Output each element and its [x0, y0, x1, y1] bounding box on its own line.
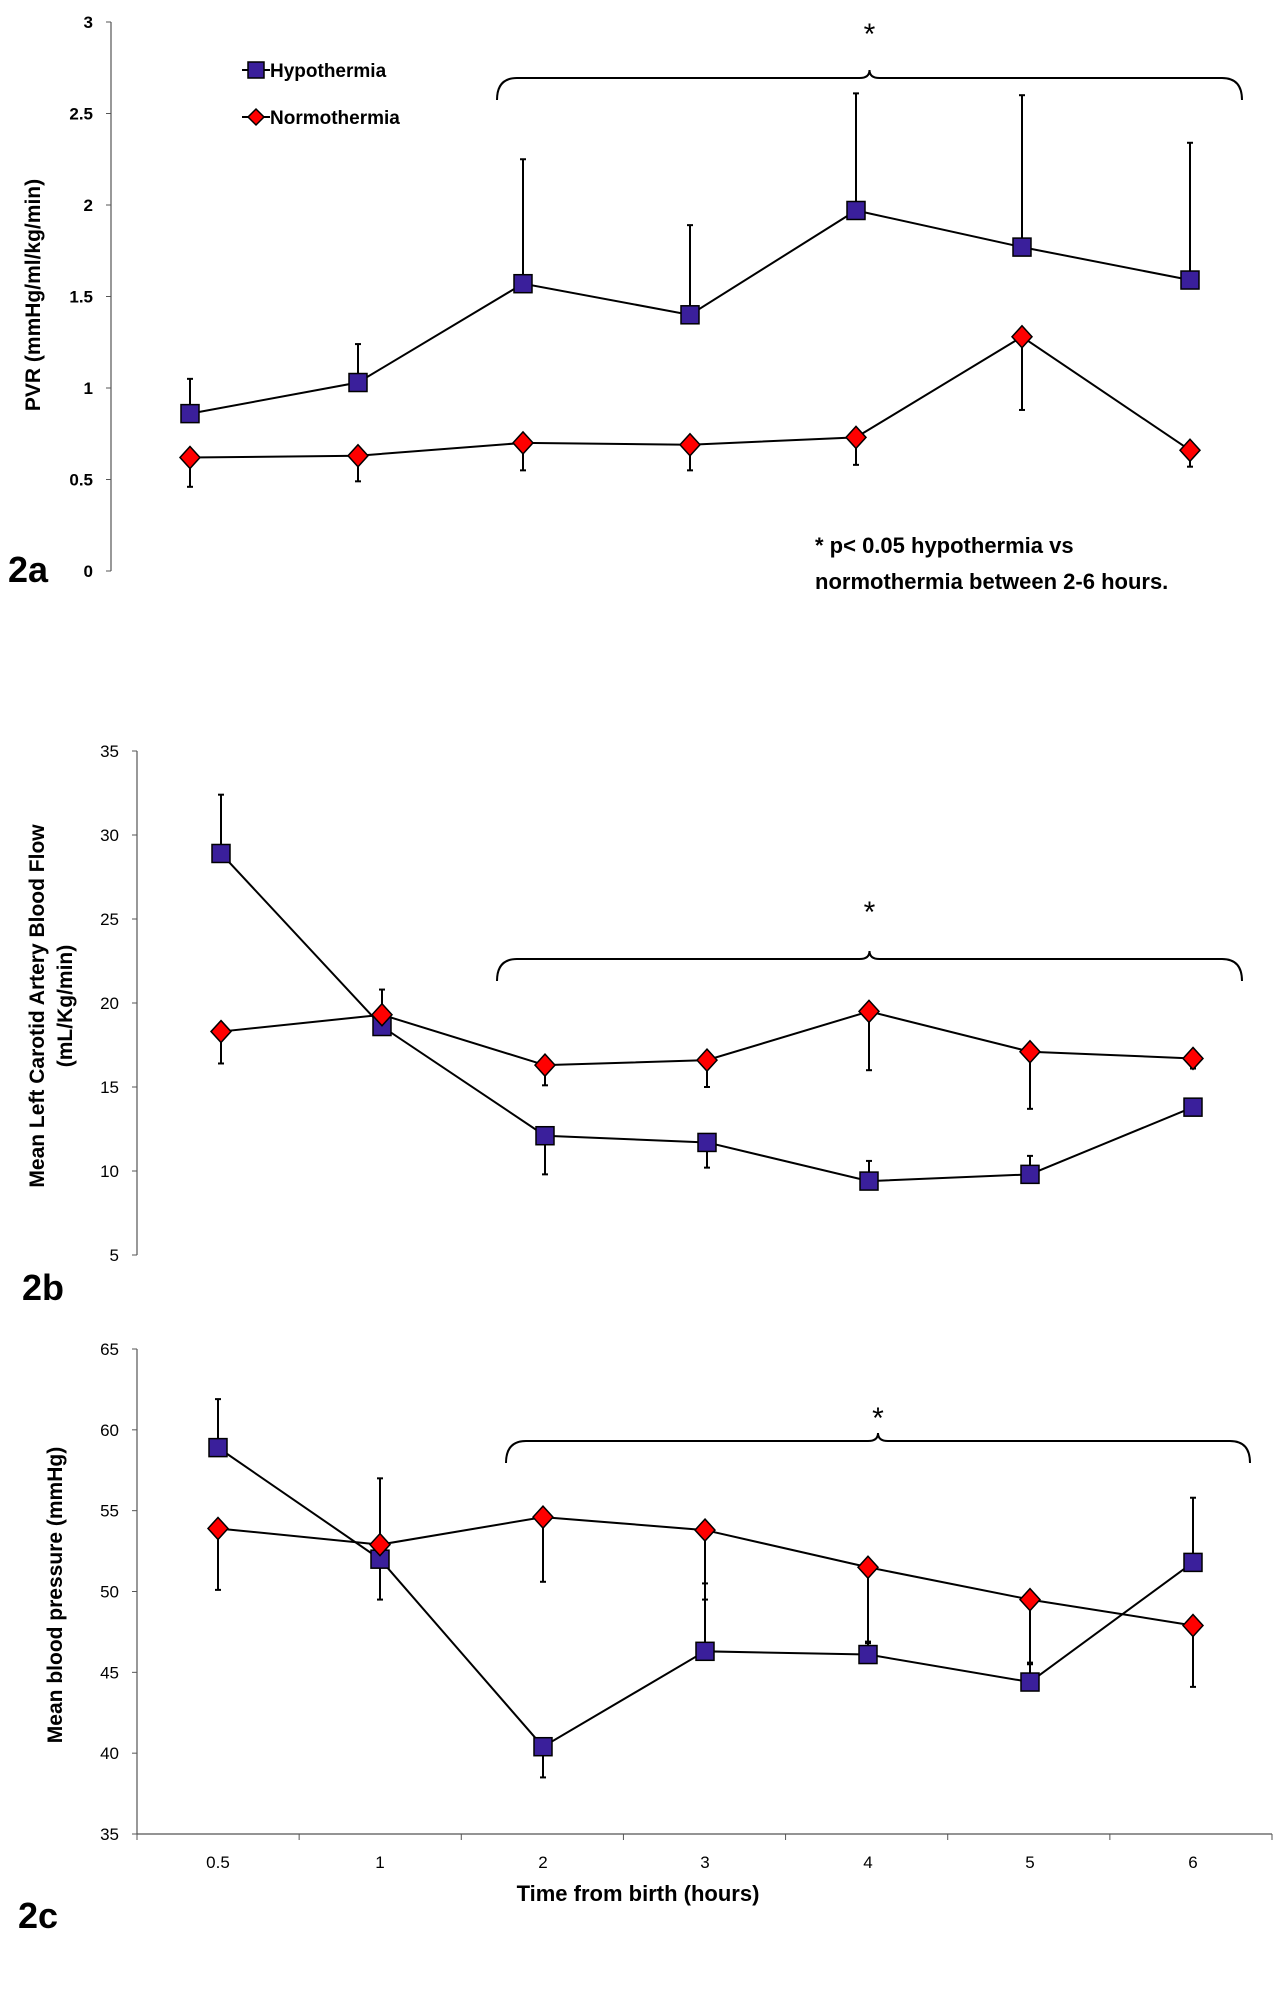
data-point-normothermia	[368, 1532, 392, 1557]
data-point-normothermia	[695, 1048, 719, 1073]
data-point-normothermia	[370, 1002, 394, 1027]
y-axis-label: PVR (mmHg/ml/kg/min)	[22, 179, 45, 411]
x-tick-label: 4	[863, 1853, 872, 1872]
y-tick-label: 35	[100, 1825, 119, 1844]
data-point-hypothermia	[846, 200, 866, 221]
y-tick-label: 20	[100, 994, 119, 1013]
data-point-hypothermia	[859, 1171, 879, 1191]
data-point-normothermia	[533, 1053, 557, 1078]
data-point-hypothermia	[180, 403, 200, 424]
data-point-hypothermia	[348, 372, 368, 393]
y-tick-label: 40	[100, 1744, 119, 1763]
data-point-hypothermia	[211, 843, 231, 864]
y-tick-label: 0	[84, 562, 93, 581]
y-tick-label: 65	[100, 1340, 119, 1359]
data-point-normothermia	[693, 1517, 717, 1543]
data-point-normothermia	[1181, 1046, 1205, 1071]
data-point-hypothermia	[1183, 1552, 1203, 1573]
y-tick-label: 5	[110, 1246, 119, 1265]
x-tick-label: 2	[538, 1853, 547, 1872]
y-tick-label: 25	[100, 910, 119, 929]
data-point-hypothermia	[208, 1437, 228, 1458]
data-point-hypothermia	[1180, 270, 1200, 290]
x-axis-label: Time from birth (hours)	[517, 1881, 760, 1906]
y-tick-label: 30	[100, 826, 119, 845]
data-point-normothermia	[1010, 324, 1034, 349]
y-tick-label: 10	[100, 1162, 119, 1181]
data-point-hypothermia	[513, 273, 533, 294]
data-point-normothermia	[844, 425, 868, 450]
data-point-hypothermia	[533, 1736, 553, 1757]
y-tick-label: 35	[100, 742, 119, 761]
y-tick-label: 1.5	[69, 288, 93, 307]
y-tick-label: 15	[100, 1078, 119, 1097]
data-point-hypothermia	[1183, 1097, 1203, 1117]
y-axis-label: Mean blood pressure (mmHg)	[44, 1447, 67, 1743]
y-tick-label: 60	[100, 1421, 119, 1440]
data-point-hypothermia	[1020, 1164, 1040, 1185]
data-point-normothermia	[346, 443, 370, 468]
panel-2b: 5 10 15 20 25 30 35 Mean Left Carotid Artery Bl…	[22, 742, 1243, 1308]
legend-marker-normothermia	[246, 107, 266, 127]
significance-bracket	[505, 1432, 1251, 1464]
significance-bracket	[496, 69, 1243, 101]
data-point-normothermia	[857, 999, 881, 1024]
data-point-normothermia	[206, 1516, 230, 1541]
x-tick-label: 5	[1025, 1853, 1034, 1872]
data-point-hypothermia	[858, 1644, 878, 1665]
data-point-normothermia	[856, 1555, 880, 1580]
footnote-line: normothermia between 2-6 hours.	[815, 569, 1168, 594]
y-tick-label: 50	[100, 1583, 119, 1602]
x-tick-label: 0.5	[206, 1853, 230, 1872]
y-tick-label: 1	[84, 379, 93, 398]
data-point-normothermia	[678, 432, 702, 457]
x-tick-label: 6	[1188, 1853, 1197, 1872]
y-tick-label: 3	[84, 13, 93, 32]
significance-star: *	[864, 18, 876, 51]
data-point-normothermia	[1181, 1613, 1205, 1638]
y-axis-label: (mL/Kg/min)	[54, 945, 77, 1067]
y-tick-label: 2	[84, 196, 93, 215]
data-point-hypothermia	[1020, 1672, 1040, 1692]
panel-label: 2a	[8, 549, 49, 590]
data-point-normothermia	[1018, 1039, 1042, 1064]
data-point-hypothermia	[680, 305, 700, 325]
data-point-normothermia	[511, 430, 535, 456]
footnote-line: * p< 0.05 hypothermia vs	[815, 533, 1074, 558]
panel-2a: 0 0.5 1 1.5 2 2.5 3 PVR (mmHg/ml/kg/min) 2a * Hypo…	[8, 13, 1243, 594]
data-point-normothermia	[531, 1505, 555, 1530]
x-tick-label: 3	[700, 1853, 709, 1872]
data-point-normothermia	[1178, 438, 1202, 463]
data-point-hypothermia	[1012, 237, 1032, 257]
panel-label: 2b	[22, 1267, 64, 1308]
panel-label: 2c	[18, 1895, 58, 1936]
legend-label-normothermia: Normothermia	[270, 108, 400, 129]
data-point-normothermia	[209, 1019, 233, 1044]
legend-label-hypothermia: Hypothermia	[270, 61, 387, 82]
x-tick-label: 1	[375, 1853, 384, 1872]
y-tick-label: 0.5	[69, 471, 93, 490]
significance-star: *	[872, 1402, 884, 1435]
y-tick-label: 55	[100, 1502, 119, 1521]
significance-star: *	[864, 896, 876, 929]
y-tick-label: 2.5	[69, 105, 93, 124]
y-tick-label: 45	[100, 1663, 119, 1682]
data-point-hypothermia	[697, 1132, 717, 1153]
data-point-normothermia	[178, 445, 202, 470]
data-point-hypothermia	[535, 1125, 555, 1146]
data-point-normothermia	[1018, 1587, 1042, 1612]
legend-marker-hypothermia	[247, 61, 265, 79]
significance-bracket	[496, 950, 1243, 982]
data-point-hypothermia	[695, 1641, 715, 1662]
y-axis-label: Mean Left Carotid Artery Blood Flow	[26, 824, 49, 1188]
